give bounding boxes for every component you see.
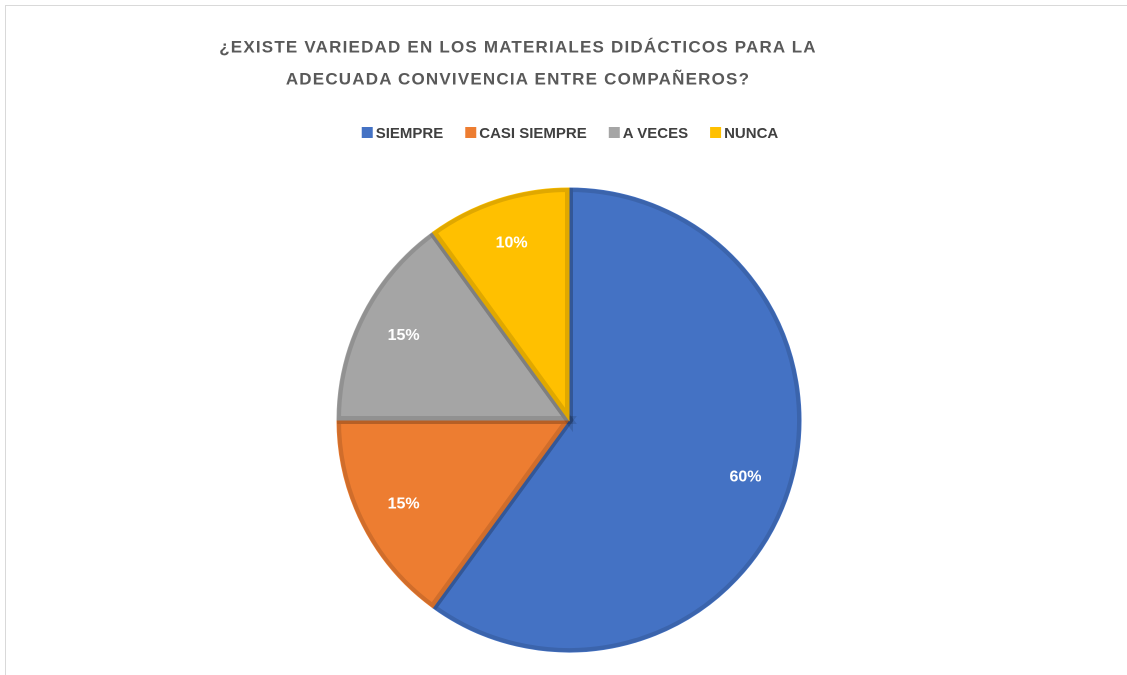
legend-label: SIEMPRE	[376, 125, 444, 142]
legend-swatch	[710, 127, 722, 138]
data-label: 15%	[388, 495, 420, 512]
legend-swatch	[608, 127, 620, 138]
pie-slice	[336, 231, 570, 421]
pie-slice	[336, 419, 570, 609]
legend-swatch	[361, 127, 373, 138]
chart-title: ¿EXISTE VARIEDAD EN LOS MATERIALES DIDÁC…	[219, 37, 817, 56]
slice-edge	[337, 416, 577, 614]
legend-swatch	[465, 127, 477, 138]
pie-slice	[431, 187, 802, 653]
slice-edge	[337, 226, 577, 424]
data-label: 10%	[496, 235, 528, 252]
slice-edge	[427, 188, 573, 433]
chart-title: ADECUADA CONVIVENCIA ENTRE COMPAÑEROS?	[286, 68, 750, 88]
data-label: 60%	[730, 469, 762, 486]
slice-edge	[427, 188, 801, 652]
legend-label: NUNCA	[724, 125, 778, 142]
data-label: 15%	[388, 327, 420, 344]
legend-label: A VECES	[623, 125, 688, 142]
legend-label: CASI SIEMPRE	[479, 125, 587, 142]
pie-slice	[431, 187, 570, 422]
